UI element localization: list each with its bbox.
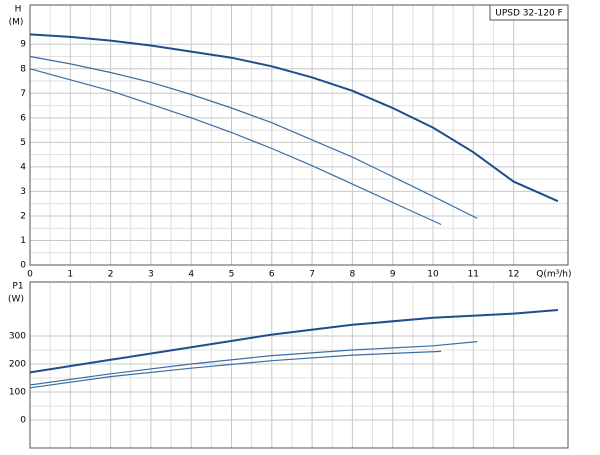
y-tick-label: 6 bbox=[20, 113, 26, 123]
y-axis-unit: (M) bbox=[9, 18, 24, 28]
y-tick-label: 8 bbox=[20, 64, 26, 74]
y-tick-label: 0 bbox=[20, 261, 26, 271]
y-axis-label: P1 bbox=[12, 282, 23, 292]
y-tick-label: 2 bbox=[20, 211, 26, 221]
plot-frame bbox=[29, 281, 569, 449]
y-tick-label: 9 bbox=[20, 40, 26, 50]
y-tick-label: 200 bbox=[9, 360, 26, 370]
x-tick-label: 11 bbox=[468, 270, 479, 280]
y-axis-unit: (W) bbox=[8, 295, 24, 305]
x-tick-label: 1 bbox=[67, 270, 73, 280]
curve bbox=[29, 33, 559, 203]
x-tick-label: 9 bbox=[390, 270, 396, 280]
x-tick-label: 0 bbox=[27, 270, 33, 280]
x-axis-label: Q(m³/h) bbox=[536, 270, 571, 280]
x-tick-label: 10 bbox=[427, 270, 439, 280]
x-tick-label: 8 bbox=[350, 270, 356, 280]
y-tick-label: 3 bbox=[20, 187, 26, 197]
x-tick-label: 3 bbox=[148, 270, 154, 280]
y-tick-label: 0 bbox=[20, 416, 26, 426]
x-tick-label: 6 bbox=[269, 270, 275, 280]
legend-box bbox=[489, 4, 569, 21]
y-tick-label: 100 bbox=[9, 388, 26, 398]
y-axis-label: H bbox=[15, 5, 22, 15]
y-tick-label: 300 bbox=[9, 332, 26, 342]
curve bbox=[29, 55, 478, 219]
y-tick-label: 7 bbox=[20, 89, 26, 99]
plot-frame bbox=[29, 4, 569, 266]
curve bbox=[29, 309, 558, 374]
x-tick-label: 2 bbox=[108, 270, 114, 280]
x-tick-label: 4 bbox=[188, 270, 194, 280]
x-tick-label: 12 bbox=[508, 270, 519, 280]
y-tick-label: 5 bbox=[20, 138, 26, 148]
x-tick-label: 7 bbox=[309, 270, 315, 280]
legend-text: UPSD 32-120 F bbox=[495, 9, 562, 19]
curve bbox=[29, 68, 442, 226]
y-tick-label: 4 bbox=[20, 162, 26, 172]
x-tick-label: 5 bbox=[229, 270, 235, 280]
y-tick-label: 1 bbox=[20, 236, 26, 246]
curve bbox=[29, 341, 478, 386]
curve bbox=[29, 350, 442, 389]
